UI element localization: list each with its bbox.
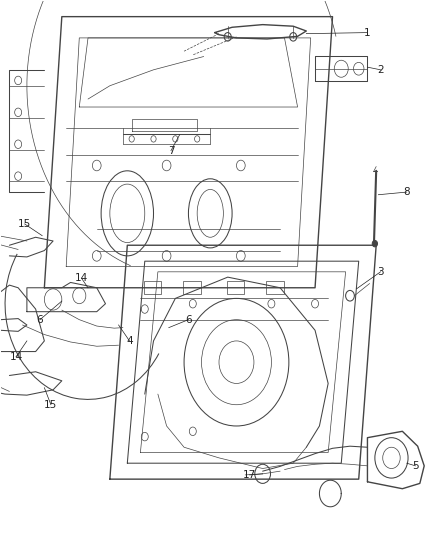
Text: 7: 7 (168, 146, 174, 156)
Text: 4: 4 (126, 336, 133, 346)
Text: 14: 14 (75, 273, 88, 283)
Bar (183, 281, 201, 294)
Text: 14: 14 (9, 352, 23, 362)
Text: 6: 6 (185, 314, 192, 325)
Text: 15: 15 (44, 400, 57, 410)
Text: 8: 8 (403, 187, 410, 197)
Text: 3: 3 (377, 267, 384, 277)
Text: 6: 6 (37, 314, 43, 325)
Text: 17: 17 (243, 470, 256, 480)
Text: 1: 1 (364, 28, 371, 38)
Text: 2: 2 (377, 65, 384, 75)
Bar (144, 281, 161, 294)
Bar (266, 281, 284, 294)
Text: 5: 5 (412, 461, 419, 471)
Bar (227, 281, 244, 294)
Text: 15: 15 (18, 219, 32, 229)
Circle shape (372, 240, 378, 247)
